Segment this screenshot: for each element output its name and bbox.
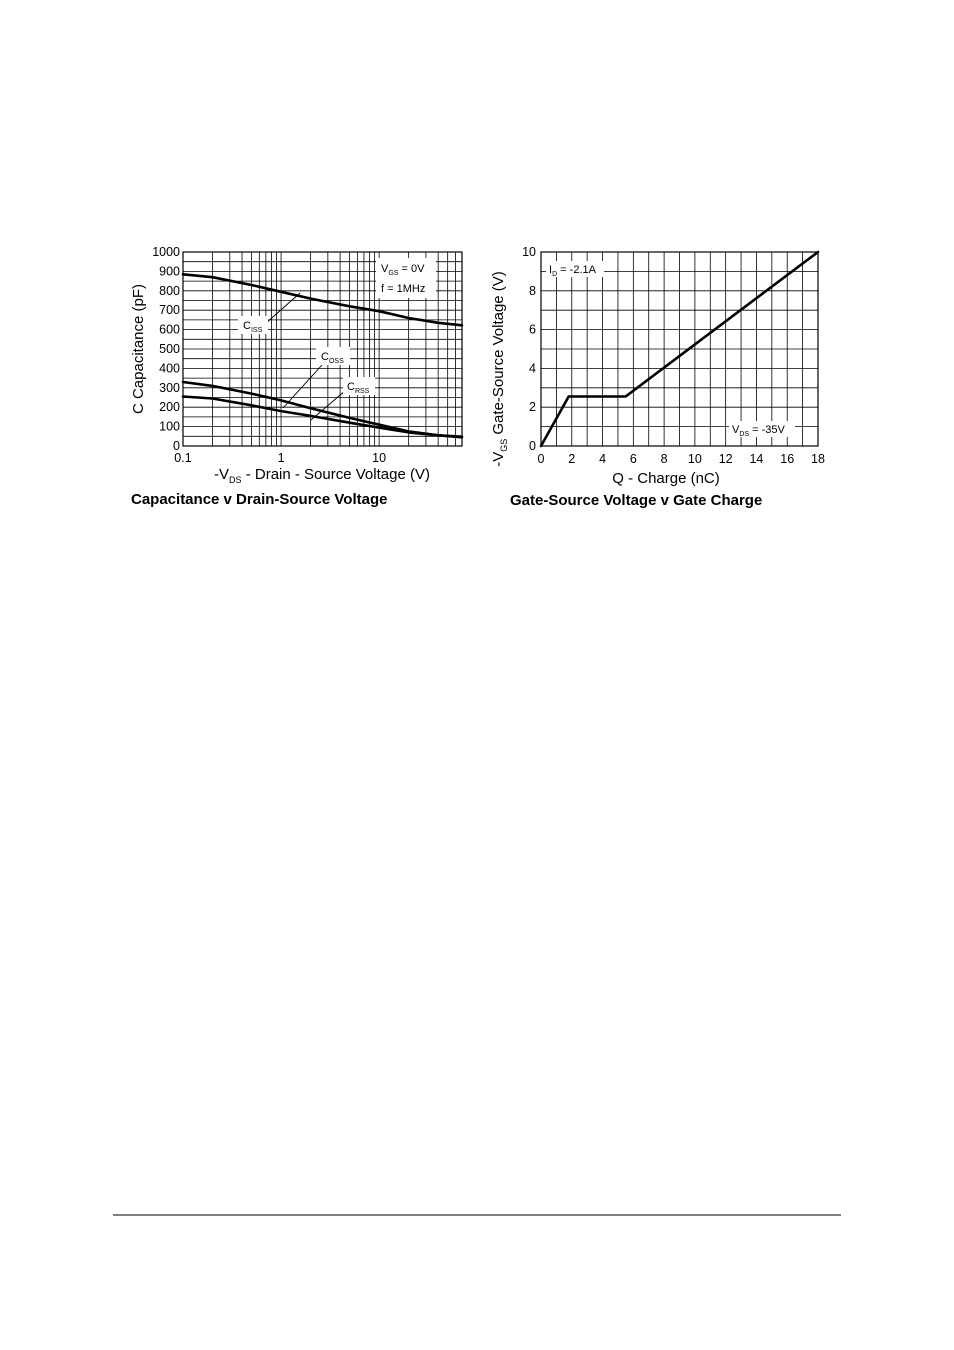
ciss-label: CISS	[238, 292, 301, 334]
x-tick-label: 12	[719, 452, 733, 466]
capacitance-x-axis-label: -VDS - Drain - Source Voltage (V)	[214, 466, 430, 485]
svg-text:CISS: CISS	[243, 320, 263, 334]
y-tick-label: 700	[159, 303, 180, 317]
gate-charge-y-axis-label: -VGS Gate-Source Voltage (V)	[490, 271, 509, 467]
gate-charge-x-axis-label: Q - Charge (nC)	[612, 470, 720, 487]
gate-charge-x-tick-labels: 0 2 4 6 8 10 12 14 16 18	[538, 452, 825, 466]
y-tick-label: 800	[159, 284, 180, 298]
coss-label: COSS	[282, 347, 350, 409]
svg-text:CRSS: CRSS	[347, 381, 370, 395]
y-tick-label: 2	[529, 400, 536, 414]
x-tick-label: 6	[630, 452, 637, 466]
y-tick-label: 300	[159, 381, 180, 395]
x-tick-label: 16	[780, 452, 794, 466]
gate-charge-chart-title: Gate-Source Voltage v Gate Charge	[510, 492, 762, 509]
capacitance-y-tick-labels: 0 100 200 300 400 500 600 700 800 900 1000	[152, 245, 180, 453]
y-tick-label: 0	[173, 439, 180, 453]
gate-charge-y-tick-labels: 0 2 4 6 8 10	[522, 245, 536, 453]
x-tick-label: 10	[372, 451, 386, 465]
svg-text:VDS = -35V: VDS = -35V	[732, 424, 786, 438]
y-tick-label: 8	[529, 284, 536, 298]
x-tick-label: 14	[749, 452, 763, 466]
x-tick-label: 0.1	[174, 451, 191, 465]
svg-text:ID = -2.1A: ID = -2.1A	[549, 264, 597, 278]
capacitance-x-tick-labels: 0.1 1 10	[174, 451, 386, 465]
series-line-ciss	[181, 273, 464, 327]
gate-charge-chart: 0 2 4 6 8 10 0 2 4 6 8 10 12 14 16 18 ID = -2.1A VDS =…	[490, 245, 825, 509]
y-tick-label: 200	[159, 400, 180, 414]
capacitance-grid	[183, 252, 462, 446]
capacitance-y-axis-label: C Capacitance (pF)	[130, 284, 147, 414]
y-tick-label: 900	[159, 264, 180, 278]
y-tick-label: 1000	[152, 245, 180, 259]
gate-charge-vds-annotation: VDS = -35V	[729, 421, 795, 438]
capacitance-series	[181, 273, 464, 439]
gate-charge-grid	[541, 252, 818, 446]
gate-charge-series	[539, 250, 820, 448]
y-tick-label: 600	[159, 323, 180, 337]
gate-charge-id-annotation: ID = -2.1A	[546, 261, 604, 278]
capacitance-chart-title: Capacitance v Drain-Source Voltage	[131, 491, 387, 508]
y-tick-label: 500	[159, 342, 180, 356]
y-tick-label: 10	[522, 245, 536, 259]
series-line-vgs	[539, 250, 820, 448]
y-tick-label: 6	[529, 323, 536, 337]
x-tick-label: 2	[568, 452, 575, 466]
capacitance-plot-frame	[182, 251, 463, 447]
gate-charge-plot-frame	[540, 251, 819, 447]
series-line-crss	[181, 395, 464, 438]
svg-text:COSS: COSS	[321, 351, 344, 365]
capacitance-condition-vgs: VGS = 0V	[381, 263, 425, 277]
x-tick-label: 8	[661, 452, 668, 466]
crss-label: CRSS	[310, 377, 375, 421]
capacitance-conditions-box: VGS = 0V f = 1MHz	[376, 258, 436, 298]
y-tick-label: 4	[529, 361, 536, 375]
x-tick-label: 4	[599, 452, 606, 466]
y-tick-label: 0	[529, 439, 536, 453]
y-tick-label: 400	[159, 361, 180, 375]
x-tick-label: 10	[688, 452, 702, 466]
capacitance-condition-freq: f = 1MHz	[381, 283, 425, 295]
y-tick-label: 100	[159, 420, 180, 434]
x-tick-label: 0	[538, 452, 545, 466]
x-tick-label: 18	[811, 452, 825, 466]
x-tick-label: 1	[278, 451, 285, 465]
